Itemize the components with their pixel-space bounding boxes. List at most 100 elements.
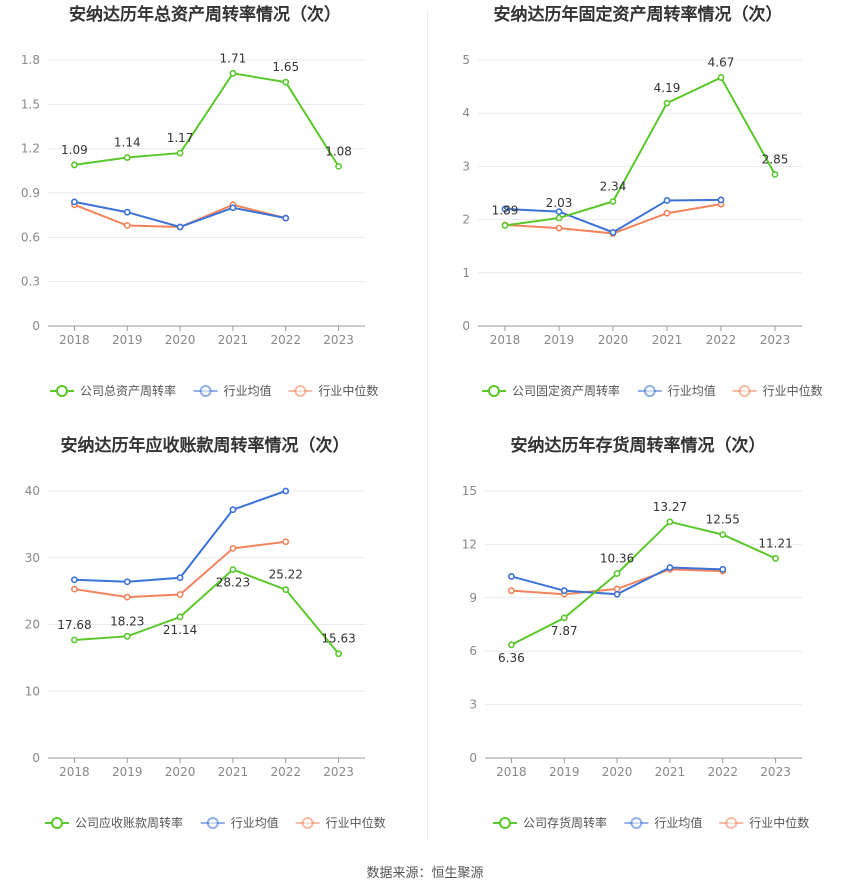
data-label: 7.87 <box>551 624 578 638</box>
x-tick-label: 2023 <box>760 765 791 779</box>
series-line-company <box>74 568 340 655</box>
legend-label: 行业均值 <box>654 815 702 830</box>
data-point-avg <box>123 208 131 216</box>
x-tick-label: 2020 <box>165 765 196 779</box>
data-point-avg <box>663 197 671 204</box>
data-point-company <box>71 161 78 169</box>
x-tick-label: 2019 <box>549 765 580 779</box>
data-label: 11.21 <box>758 536 792 550</box>
data-point-avg <box>613 590 621 598</box>
data-point-avg <box>176 223 184 231</box>
x-tick-label: 2019 <box>112 333 143 347</box>
chart-title: 安纳达历年总资产周转率情况（次） <box>69 4 341 25</box>
legend-marker <box>643 385 656 397</box>
y-tick-label: 3 <box>469 698 477 712</box>
x-tick-label: 2022 <box>706 333 737 347</box>
panel-divider <box>427 10 428 840</box>
data-point-company <box>666 518 674 526</box>
data-label: 1.14 <box>114 136 141 150</box>
legend-marker <box>294 385 307 397</box>
data-source-note: 数据来源：恒生聚源 <box>366 866 484 881</box>
legend-marker <box>199 385 212 397</box>
data-point-avg <box>609 228 617 236</box>
legend-label: 行业均值 <box>668 383 716 398</box>
x-tick-label: 2018 <box>490 333 521 347</box>
data-point-company <box>335 162 342 170</box>
data-point-company <box>717 74 725 81</box>
y-tick-label: 0.9 <box>21 186 40 200</box>
data-point-avg <box>282 214 290 222</box>
legend-label: 行业中位数 <box>318 383 378 398</box>
legend-item-avg: 行业均值 <box>200 815 279 830</box>
x-tick-label: 2020 <box>602 765 633 779</box>
data-point-avg <box>282 487 290 495</box>
y-tick-label: 0 <box>32 751 40 765</box>
legend-marker <box>499 817 511 829</box>
data-label: 1.71 <box>220 51 247 65</box>
legend-item-avg: 行业均值 <box>637 383 716 398</box>
data-label: 10.36 <box>600 552 634 566</box>
x-tick-label: 2021 <box>218 333 249 347</box>
legend-item-median: 行业中位数 <box>719 815 809 830</box>
data-label: 1.08 <box>325 144 352 158</box>
y-tick-label: 1.8 <box>21 53 40 67</box>
legend-marker <box>206 817 219 829</box>
x-tick-label: 2018 <box>59 333 90 347</box>
legend-marker <box>630 817 643 829</box>
x-tick-label: 2022 <box>270 765 301 779</box>
data-label: 15.63 <box>321 632 355 646</box>
chart-receivables-turnover: 安纳达历年应收账款周转率情况（次） 0 10 20 30 40 2018 2019 2020 20… <box>0 432 425 862</box>
data-point-company <box>508 641 515 649</box>
y-tick-label: 30 <box>25 551 40 565</box>
legend-marker <box>488 385 500 397</box>
chart-total-asset-turnover: 安纳达历年总资产周转率情况（次） 0 0.3 0.6 0.9 1.2 1.5 1.8 2018 2… <box>0 0 425 430</box>
data-point-company <box>282 78 290 86</box>
y-tick-label: 1.2 <box>21 142 40 156</box>
data-label: 1.89 <box>492 203 519 217</box>
y-tick-label: 0 <box>469 751 477 765</box>
data-point-avg <box>501 205 509 213</box>
data-point-avg <box>71 576 78 584</box>
data-point-median <box>229 545 237 552</box>
data-point-company <box>176 149 184 157</box>
y-tick-label: 1.5 <box>21 97 40 111</box>
y-tick-label: 0.6 <box>21 230 40 244</box>
data-point-avg <box>229 506 237 514</box>
data-label: 2.34 <box>600 180 627 194</box>
data-label: 21.14 <box>163 623 197 637</box>
y-tick-label: 40 <box>25 484 40 498</box>
data-label: 17.68 <box>57 618 91 632</box>
y-tick-label: 6 <box>469 644 477 658</box>
data-point-company <box>123 154 131 161</box>
data-point-company <box>229 69 237 77</box>
x-tick-label: 2022 <box>707 765 738 779</box>
legend-label: 行业中位数 <box>749 815 809 830</box>
series-line-company <box>74 72 340 167</box>
data-label: 13.27 <box>653 500 687 514</box>
x-tick-label: 2018 <box>59 765 90 779</box>
legend-label: 公司存货周转率 <box>523 815 607 830</box>
y-tick-label: 0.3 <box>21 275 40 289</box>
x-tick-label: 2019 <box>112 765 143 779</box>
chart-title: 安纳达历年固定资产周转率情况（次） <box>494 4 783 25</box>
data-point-company <box>229 566 237 573</box>
data-point-avg <box>560 587 568 595</box>
legend-item-median: 行业中位数 <box>288 383 378 398</box>
data-point-company <box>719 531 727 539</box>
legend-marker <box>301 817 314 829</box>
data-point-avg <box>71 198 78 206</box>
chart-fixed-asset-turnover: 安纳达历年固定资产周转率情况（次） 0 1 2 3 4 5 2018 2019 2020 2021 2… <box>425 0 850 430</box>
legend-item-company: 公司应收账款周转率 <box>45 815 183 830</box>
series-line-avg <box>74 200 286 229</box>
legend-label: 行业均值 <box>231 815 279 830</box>
data-point-avg <box>555 208 563 216</box>
data-point-avg <box>176 574 184 582</box>
x-tick-label: 2023 <box>323 333 354 347</box>
data-point-company <box>663 99 671 107</box>
series-line-company <box>504 76 776 227</box>
legend-item-avg: 行业均值 <box>624 815 702 830</box>
data-point-median <box>508 587 515 595</box>
data-label: 18.23 <box>110 614 144 628</box>
data-label: 6.36 <box>498 651 525 665</box>
